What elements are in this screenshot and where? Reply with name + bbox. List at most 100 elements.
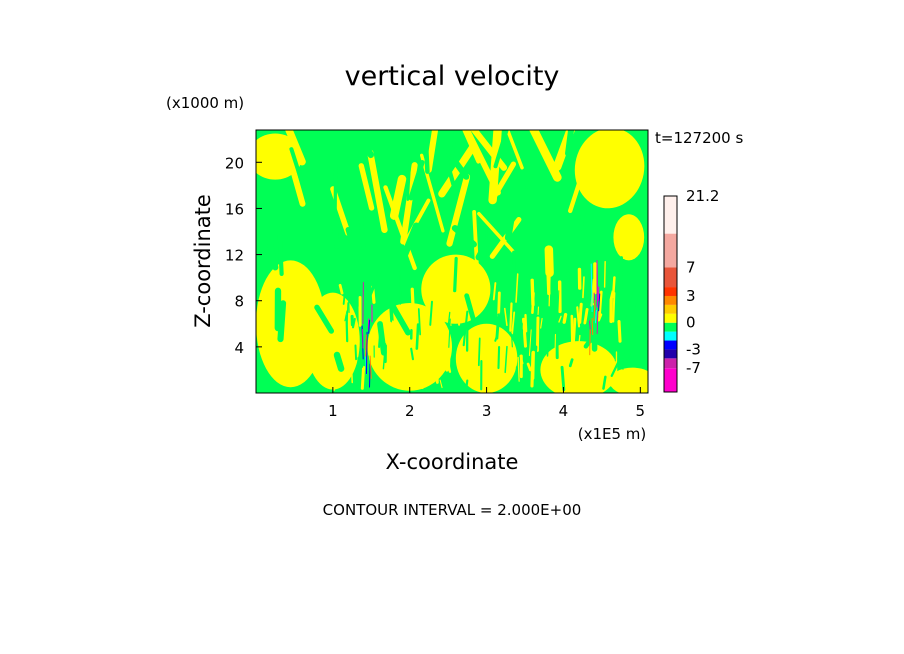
field-streak bbox=[530, 351, 535, 388]
y-axis: 4 8 12 16 20 bbox=[225, 154, 262, 357]
field-streak bbox=[609, 355, 614, 364]
field-streak bbox=[369, 355, 372, 379]
field-streak bbox=[475, 355, 480, 388]
colorbar-band bbox=[664, 358, 677, 369]
field-streak bbox=[462, 130, 481, 164]
colorbar-band bbox=[664, 196, 677, 234]
field-streak bbox=[583, 307, 589, 325]
field-streak bbox=[568, 358, 574, 368]
field-streak bbox=[477, 211, 515, 253]
x-tick-label: 1 bbox=[328, 402, 338, 420]
field-streak bbox=[338, 283, 344, 295]
x-axis-label: X-coordinate bbox=[386, 450, 519, 474]
colorbar-band bbox=[664, 340, 677, 350]
field-streak bbox=[362, 328, 364, 349]
field-streak bbox=[524, 313, 528, 333]
field-streak bbox=[448, 318, 451, 348]
field-streak bbox=[391, 320, 396, 329]
field-streak bbox=[554, 331, 557, 360]
field-streak bbox=[504, 345, 508, 374]
colorbar-label: 0 bbox=[686, 314, 696, 332]
field-streak bbox=[429, 300, 433, 326]
field-streak bbox=[612, 291, 616, 323]
field-streak bbox=[586, 318, 591, 334]
field-streak bbox=[593, 299, 596, 321]
field-streak bbox=[477, 337, 481, 367]
field-streak bbox=[396, 318, 400, 332]
field-streak bbox=[552, 130, 576, 171]
field-streak bbox=[266, 239, 279, 271]
field-streak bbox=[492, 282, 497, 301]
y-tick-label: 12 bbox=[225, 247, 244, 265]
field-streak bbox=[406, 153, 412, 201]
field-streak bbox=[598, 293, 601, 312]
field-streak bbox=[425, 130, 439, 173]
field-streak bbox=[342, 360, 347, 368]
field-streak bbox=[535, 316, 540, 352]
field-streak bbox=[524, 274, 530, 307]
field-streak bbox=[504, 212, 516, 241]
field-streak bbox=[446, 173, 471, 247]
field-streak bbox=[548, 275, 551, 307]
field-streak bbox=[497, 315, 501, 326]
y-tick-label: 8 bbox=[234, 293, 244, 311]
field-streak bbox=[358, 209, 366, 250]
field-streak bbox=[417, 308, 422, 336]
field-streak bbox=[517, 356, 520, 382]
colorbar-frame bbox=[663, 195, 678, 393]
y-unit-label: (x1000 m) bbox=[166, 94, 244, 112]
colorbar-band bbox=[664, 267, 677, 288]
field-streak bbox=[528, 329, 532, 357]
x-tick-label: 5 bbox=[636, 402, 646, 420]
field-streak bbox=[453, 256, 458, 293]
field-streak bbox=[410, 347, 414, 361]
field-streak bbox=[460, 344, 465, 364]
field-streak bbox=[329, 200, 340, 249]
field-streak bbox=[602, 375, 607, 390]
field-streak bbox=[622, 351, 625, 370]
field-streak bbox=[621, 285, 641, 337]
colorbar-band bbox=[664, 349, 677, 359]
x-unit-label: (x1E5 m) bbox=[578, 425, 647, 443]
field-streak bbox=[582, 361, 586, 372]
field-streak bbox=[377, 321, 387, 356]
field-streak bbox=[591, 355, 598, 389]
field-streak bbox=[570, 314, 574, 349]
field-streak bbox=[347, 325, 351, 339]
field-streak bbox=[367, 318, 370, 330]
time-label: t=127200 s bbox=[655, 129, 743, 147]
field-streak bbox=[562, 312, 568, 324]
field-streak bbox=[625, 331, 640, 360]
y-axis-label: Z-coordinate bbox=[191, 194, 215, 328]
field-streak bbox=[314, 304, 335, 334]
field-streak bbox=[383, 185, 417, 271]
field-streak bbox=[401, 358, 406, 387]
x-axis: 1 2 3 4 5 bbox=[328, 387, 645, 420]
plot-frame bbox=[255, 129, 649, 394]
field-streak bbox=[358, 163, 375, 211]
field-streak bbox=[514, 365, 519, 391]
field-streak bbox=[359, 351, 364, 368]
field-streak bbox=[369, 363, 371, 388]
field-streak bbox=[522, 317, 528, 348]
field-streak bbox=[410, 287, 416, 324]
field-streak bbox=[366, 268, 382, 302]
field-cell bbox=[613, 214, 645, 261]
colorbar-label: 7 bbox=[686, 258, 696, 276]
field-streak bbox=[400, 162, 418, 245]
field-streak bbox=[277, 300, 287, 343]
field-streak bbox=[611, 276, 616, 299]
field-streak bbox=[591, 318, 594, 336]
field-streak bbox=[347, 287, 350, 314]
field-streak bbox=[551, 310, 557, 335]
field-streak bbox=[451, 224, 477, 248]
field-streak bbox=[608, 370, 614, 387]
y-tick-label: 4 bbox=[234, 339, 244, 357]
x-tick-label: 4 bbox=[559, 402, 569, 420]
field-streak bbox=[342, 285, 347, 305]
field-cell bbox=[574, 130, 645, 209]
plot-area bbox=[255, 129, 649, 394]
field-streak bbox=[565, 130, 575, 157]
field-streak bbox=[576, 207, 601, 260]
